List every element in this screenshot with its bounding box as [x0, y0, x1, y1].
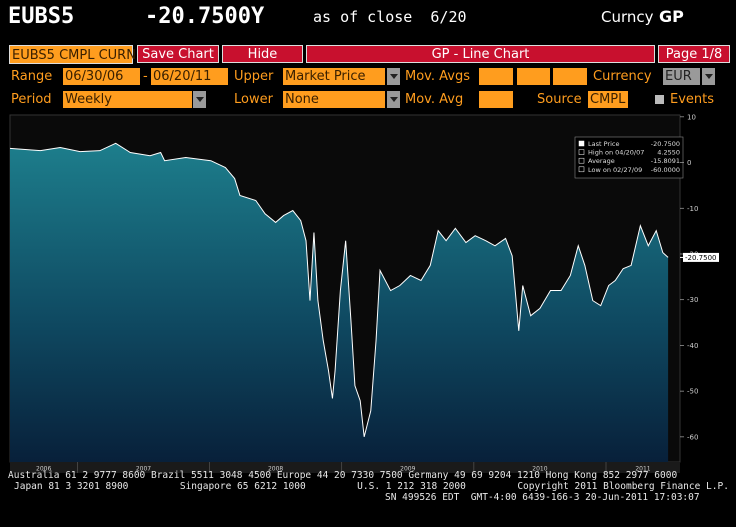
- range-label: Range: [11, 69, 53, 84]
- area-fill: [10, 143, 669, 462]
- mov-avgs-label: Mov. Avgs: [405, 69, 470, 84]
- legend-icon: [578, 166, 585, 173]
- x-tick-label: 2011: [635, 466, 650, 473]
- legend-icon: [578, 140, 585, 147]
- source-label: Source: [537, 92, 582, 107]
- currency-label: Currency: [593, 69, 652, 84]
- footer-line: Japan 81 3 3201 8900 Singapore 65 6212 1…: [14, 481, 729, 492]
- upper-label: Upper: [234, 69, 274, 84]
- footer-line: SN 499526 EDT GMT-4:00 6439-166-3 20-Jun…: [385, 492, 700, 503]
- upper-select[interactable]: Market Price: [283, 68, 385, 85]
- y-tick-label: -60: [687, 433, 698, 441]
- y-tick-label: 0: [687, 159, 691, 167]
- events-checkbox[interactable]: [655, 95, 664, 104]
- y-tick-label: -40: [687, 342, 698, 350]
- legend-box: [574, 136, 684, 179]
- function: GP: [659, 7, 684, 26]
- legend-value: -20.7500: [651, 140, 680, 148]
- lower-label: Lower: [234, 92, 273, 107]
- price: -20.7500Y: [145, 4, 265, 29]
- page-indicator[interactable]: Page 1/8: [658, 45, 730, 63]
- x-axis-strip: [10, 462, 680, 473]
- mov-avg-input[interactable]: [517, 68, 550, 85]
- source-input[interactable]: CMPL: [588, 91, 628, 108]
- ticker: EUBS5: [8, 4, 75, 29]
- footer-line: Australia 61 2 9777 8600 Brazil 5511 304…: [8, 470, 678, 481]
- mov-avg-input[interactable]: [479, 68, 513, 85]
- x-tick-label: 2007: [136, 466, 151, 473]
- last-value-label: -20.7500: [685, 254, 716, 262]
- range-dash: -: [143, 69, 148, 84]
- legend-icon: [578, 149, 585, 155]
- dropdown-arrow[interactable]: [387, 91, 400, 108]
- dropdown-arrow[interactable]: [387, 68, 400, 85]
- legend-label: High on 04/20/07: [588, 149, 644, 157]
- x-tick-label: 2008: [268, 466, 283, 473]
- x-tick-label: 2006: [36, 466, 51, 473]
- legend-label: Average: [588, 157, 615, 165]
- y-tick-label: -50: [687, 388, 698, 396]
- price-line: [9, 142, 669, 437]
- last-value-box: [683, 252, 719, 262]
- view-title: GP - Line Chart: [306, 45, 655, 63]
- mov-avg-label: Mov. Avg: [405, 92, 464, 107]
- save-button[interactable]: Save Chart: [137, 45, 219, 63]
- y-tick-label: 10: [687, 113, 696, 121]
- market: Curncy: [601, 8, 654, 26]
- security[interactable]: EUBS5 CMPL CURN: [9, 45, 136, 64]
- as-of: as of close 6/20: [313, 8, 467, 26]
- mov-avg-input[interactable]: [479, 91, 513, 108]
- period-select[interactable]: Weekly: [63, 91, 192, 108]
- legend-value: -15.8091: [651, 157, 680, 165]
- x-tick-label: 2010: [532, 466, 547, 473]
- events-label: Events: [670, 92, 715, 107]
- lower-select[interactable]: None: [283, 91, 385, 108]
- start-date[interactable]: 06/30/06: [63, 68, 140, 85]
- legend-label: Last Price: [588, 140, 619, 148]
- mov-avg-input[interactable]: [553, 68, 587, 85]
- hide-button[interactable]: Hide: [222, 45, 303, 63]
- dropdown-arrow[interactable]: [193, 91, 206, 108]
- period-label: Period: [11, 92, 52, 107]
- legend-value: 4.2550: [657, 149, 680, 157]
- end-date[interactable]: 06/20/11: [151, 68, 228, 85]
- legend-label: Low on 02/27/09: [588, 166, 642, 174]
- currency-select[interactable]: EUR: [663, 68, 700, 85]
- legend-value: -60.0000: [651, 166, 680, 174]
- legend-icon: [578, 157, 585, 164]
- y-tick-label: -10: [687, 205, 698, 213]
- y-tick-label: -30: [687, 296, 698, 304]
- x-tick-label: 2009: [400, 466, 415, 473]
- dropdown-arrow[interactable]: [702, 68, 715, 85]
